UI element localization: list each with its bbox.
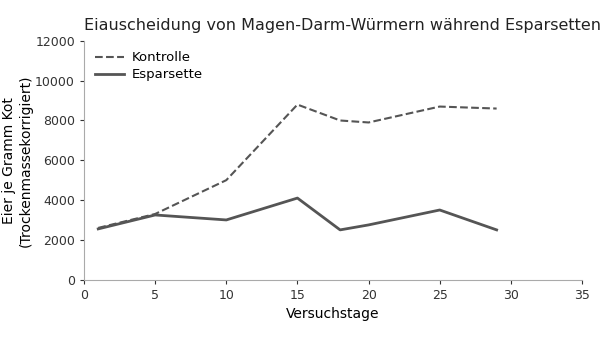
Esparsette (436, 208, 443, 212)
Esparsette (152, 213, 159, 217)
Text: Eiauscheidung von Magen-Darm-Würmern während Esparsettenfütterung: Eiauscheidung von Magen-Darm-Würmern wäh… (84, 18, 600, 33)
Y-axis label: Eier je Gramm Kot
(Trockenmassekorrigiert): Eier je Gramm Kot (Trockenmassekorrigier… (2, 74, 32, 247)
Kontrolle (365, 120, 372, 124)
Line: Kontrolle: Kontrolle (98, 105, 497, 228)
X-axis label: Versuchstage: Versuchstage (286, 307, 380, 321)
Kontrolle (294, 103, 301, 107)
Kontrolle (223, 178, 230, 182)
Esparsette (294, 196, 301, 200)
Esparsette (337, 228, 344, 232)
Kontrolle (436, 105, 443, 109)
Esparsette (95, 227, 102, 231)
Esparsette (223, 218, 230, 222)
Kontrolle (337, 118, 344, 122)
Kontrolle (493, 106, 500, 110)
Kontrolle (152, 212, 159, 216)
Esparsette (493, 228, 500, 232)
Line: Esparsette: Esparsette (98, 198, 497, 230)
Esparsette (365, 223, 372, 227)
Legend: Kontrolle, Esparsette: Kontrolle, Esparsette (91, 47, 206, 85)
Kontrolle (95, 226, 102, 230)
